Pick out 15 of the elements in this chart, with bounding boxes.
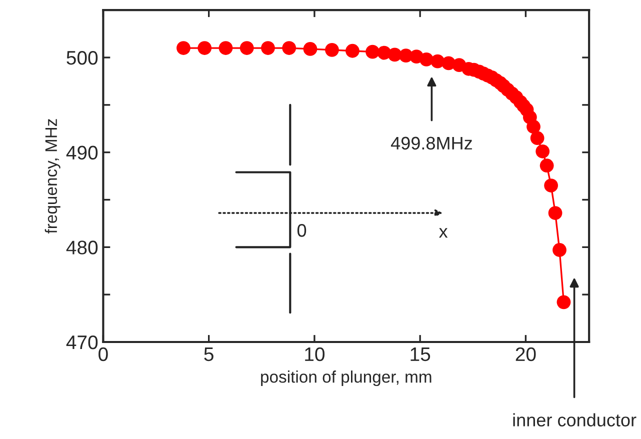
x-axis-title: position of plunger, mm [261, 370, 432, 386]
x-tick-label: 20 [516, 347, 536, 362]
x-tick-label: 10 [305, 347, 325, 362]
annotation: x [439, 228, 448, 238]
annotation: 499.8MHz [390, 136, 472, 150]
y-tick-label: 500 [66, 50, 98, 65]
x-tick-label: 0 [98, 347, 108, 362]
y-tick-label: 490 [66, 146, 98, 160]
y-axis-title: frequency, MHz [44, 119, 60, 234]
y-tick-label: 470 [66, 335, 98, 350]
x-tick-label: 5 [204, 348, 214, 362]
y-tick-label: 480 [66, 240, 98, 254]
annotation: 0 [297, 224, 306, 237]
x-tick-label: 15 [410, 348, 430, 362]
text: inner conductor [513, 413, 636, 426]
